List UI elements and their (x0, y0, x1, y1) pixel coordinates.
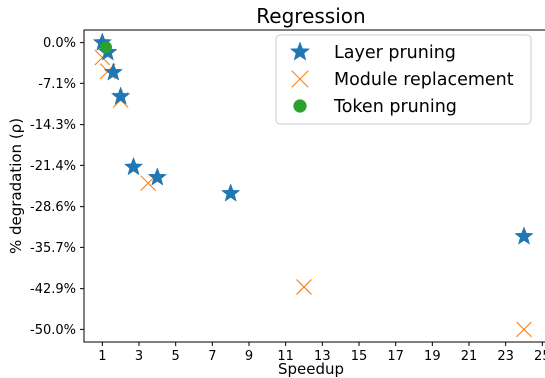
y-tick-label: -28.6% (30, 200, 76, 215)
x-tick-label: 11 (277, 349, 294, 364)
x-tick-label: 19 (424, 349, 441, 364)
y-axis: 0.0% -7.1% -14.3% -21.4% -28.6% -35.7% -42.9% -… (30, 36, 84, 338)
y-axis-title: % degradation (ρ) (7, 118, 25, 254)
x-tick-label: 13 (314, 349, 331, 364)
chart-title: Regression (256, 4, 365, 28)
y-tick-label: -42.9% (30, 282, 76, 297)
x-tick-label: 9 (245, 349, 253, 364)
data-points (92, 32, 534, 338)
y-tick-label: -14.3% (30, 118, 76, 133)
data-point (516, 321, 532, 338)
data-point (147, 167, 168, 186)
legend-marker (289, 41, 311, 61)
x-tick-label: 1 (98, 349, 106, 364)
legend: Layer pruning Module replacement Token pru… (275, 34, 532, 125)
data-point (103, 62, 124, 81)
legend-frame (275, 34, 532, 125)
x-tick-label: 15 (351, 349, 368, 364)
legend-label: Module replacement (334, 70, 514, 90)
y-tick-label: -35.7% (30, 241, 76, 256)
y-tick-label: -50.0% (30, 323, 76, 338)
x-axis-title: Speedup (278, 360, 344, 378)
x-tick-label: 17 (387, 349, 404, 364)
data-point (296, 279, 312, 295)
data-point (110, 86, 131, 105)
x-tick-label: 23 (497, 349, 514, 364)
x-tick-label: 5 (172, 349, 180, 364)
data-point (220, 183, 241, 202)
y-tick-label: -7.1% (38, 77, 76, 92)
data-point (123, 156, 144, 176)
legend-label: Layer pruning (334, 43, 456, 63)
data-point (100, 41, 112, 54)
x-tick-label: 21 (461, 349, 478, 364)
legend-marker (291, 70, 309, 88)
plot-area (83, 29, 545, 343)
x-axis: 135791113151719212325 (98, 342, 545, 364)
legend-label: Token pruning (333, 97, 457, 117)
legend-marker (293, 99, 307, 113)
data-point (514, 226, 534, 245)
y-tick-label: -21.4% (30, 159, 76, 174)
x-tick-label: 3 (135, 349, 143, 364)
x-tick-label: 7 (208, 349, 216, 364)
y-tick-label: 0.0% (43, 36, 76, 51)
x-tick-label: 25 (534, 349, 545, 364)
